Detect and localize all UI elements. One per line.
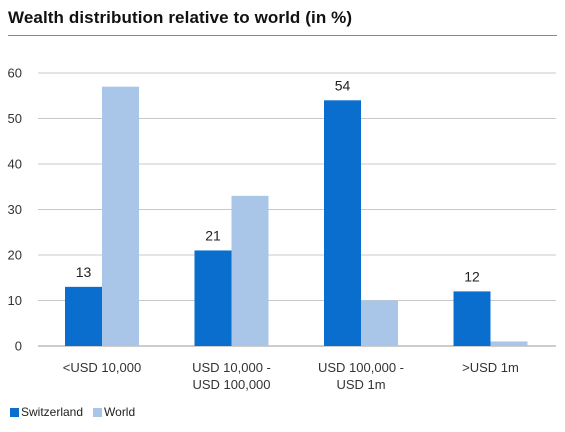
y-tick-label: 0 <box>15 339 22 354</box>
legend-swatch-switzerland <box>10 407 19 417</box>
bar-world-1 <box>231 195 269 346</box>
legend-swatch-world <box>93 407 103 417</box>
legend-label-world: World <box>104 405 136 419</box>
legend: Switzerland World <box>10 405 141 419</box>
bar-switzerland-1 <box>194 250 232 346</box>
x-tick-label: >USD 1m <box>462 360 519 375</box>
data-label-switzerland-3: 12 <box>464 268 480 284</box>
x-tick-label: USD 10,000 - <box>192 360 271 375</box>
legend-item-world: World <box>93 405 135 419</box>
bar-world-3 <box>490 341 528 346</box>
y-tick-label: 20 <box>8 248 22 263</box>
legend-label-switzerland: Switzerland <box>21 405 84 419</box>
x-tick-label: USD 100,000 <box>192 377 270 392</box>
y-tick-label: 10 <box>8 293 22 308</box>
y-tick-label: 40 <box>8 157 22 172</box>
legend-item-switzerland: Switzerland <box>10 405 83 419</box>
title-divider <box>8 35 557 36</box>
x-tick-label: <USD 10,000 <box>63 360 141 375</box>
y-tick-label: 30 <box>8 202 22 217</box>
x-tick-label: USD 100,000 - <box>318 360 404 375</box>
x-tick-label: USD 1m <box>336 377 385 392</box>
bar-world-0 <box>102 86 139 347</box>
bar-switzerland-3 <box>453 291 491 346</box>
data-label-switzerland-2: 54 <box>335 77 351 93</box>
chart-title: Wealth distribution relative to world (i… <box>8 8 353 27</box>
bar-switzerland-0 <box>65 286 102 346</box>
y-tick-label: 50 <box>8 111 22 126</box>
bar-switzerland-2 <box>324 100 361 346</box>
data-label-switzerland-1: 21 <box>205 227 221 243</box>
data-label-switzerland-0: 13 <box>76 264 92 280</box>
bar-world-2 <box>361 300 398 346</box>
bar-chart: 0 10 20 30 40 50 60 13 <USD 10,000 21 USD 10,000 -… <box>8 66 556 392</box>
y-tick-label: 60 <box>8 66 22 81</box>
